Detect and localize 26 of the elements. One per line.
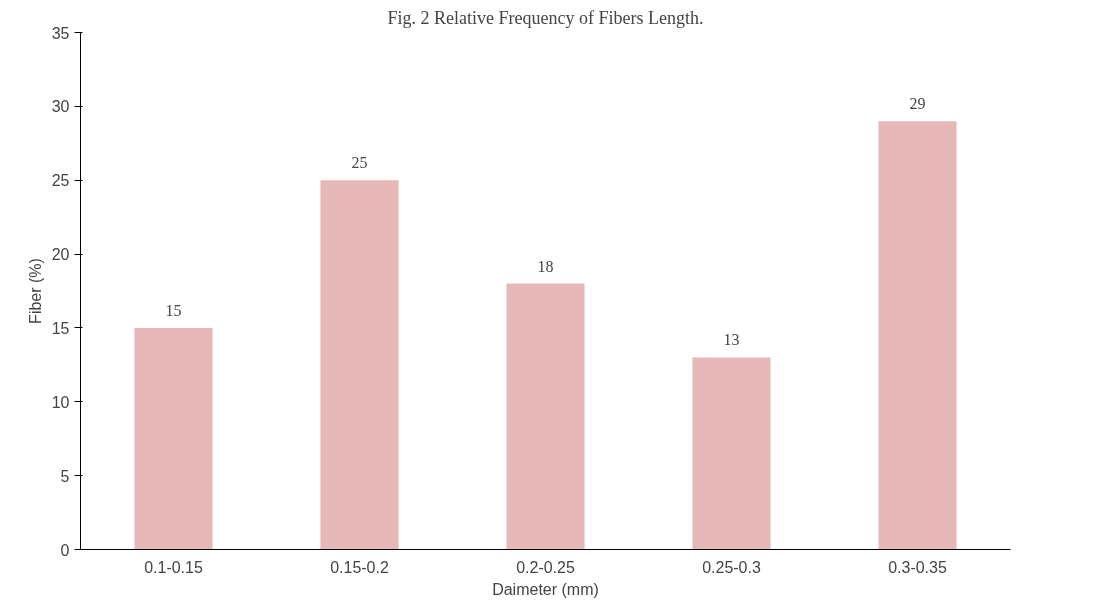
x-tick-label: 0.2-0.25 bbox=[516, 558, 575, 576]
x-axis-title: Daimeter (mm) bbox=[492, 580, 599, 598]
bar bbox=[878, 121, 957, 550]
x-tick-label: 0.3-0.35 bbox=[888, 558, 947, 576]
data-label: 25 bbox=[351, 154, 368, 172]
y-tick-label: 15 bbox=[51, 319, 70, 337]
y-tick-label: 30 bbox=[51, 98, 70, 116]
y-tick-label: 35 bbox=[51, 24, 70, 42]
x-tick-label: 0.1-0.15 bbox=[144, 558, 203, 576]
bar bbox=[506, 283, 585, 550]
data-label: 13 bbox=[723, 331, 740, 349]
data-label: 18 bbox=[537, 257, 554, 275]
x-tick-label: 0.15-0.2 bbox=[330, 558, 389, 576]
data-label: 15 bbox=[165, 301, 182, 319]
chart-title: Fig. 2 Relative Frequency of Fibers Length. bbox=[387, 7, 704, 28]
bar bbox=[320, 180, 399, 550]
y-axis-title: Fiber (%) bbox=[26, 258, 44, 324]
y-tick-label: 10 bbox=[51, 393, 70, 411]
data-label: 29 bbox=[909, 95, 926, 113]
y-tick-label: 25 bbox=[51, 172, 70, 190]
bar bbox=[134, 327, 213, 550]
x-tick-label: 0.25-0.3 bbox=[702, 558, 761, 576]
y-tick-label: 0 bbox=[60, 541, 70, 559]
bar bbox=[692, 357, 771, 550]
y-tick-label: 20 bbox=[51, 246, 70, 264]
y-tick-label: 5 bbox=[60, 467, 70, 485]
